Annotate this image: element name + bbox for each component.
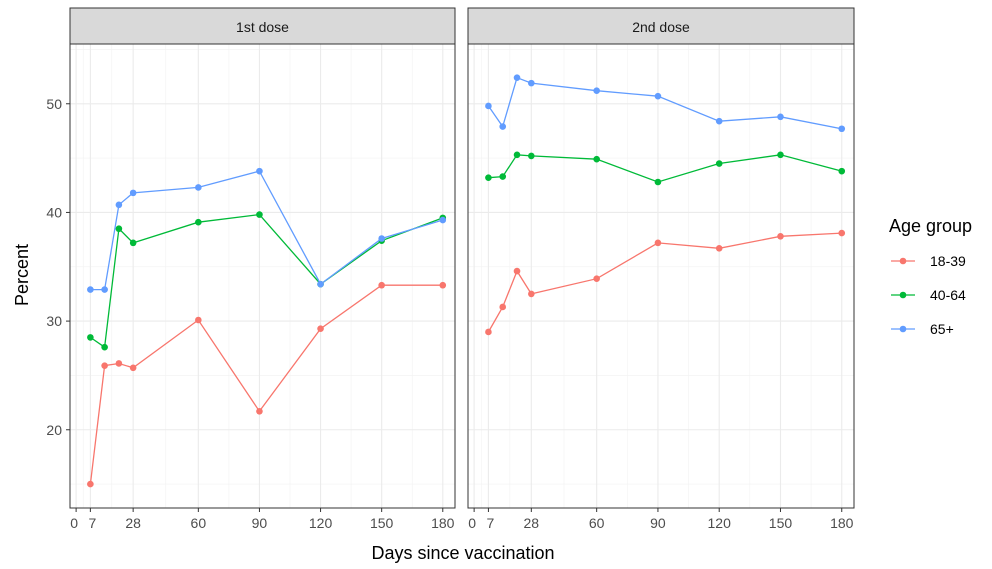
x-tick-label: 180 [431,515,455,531]
data-point-65+ [87,286,94,293]
data-point-65+ [195,184,202,191]
data-point-65+ [317,280,324,288]
x-tick-label: 60 [589,515,605,531]
data-point-18-39 [499,303,507,311]
x-tick-label: 7 [487,515,495,531]
data-point-65+ [256,167,263,175]
data-point-40-64 [499,173,507,180]
legend-key-65+: 65+ [891,321,954,337]
x-tick-label: 150 [370,515,394,531]
data-point-18-39 [654,239,662,247]
y-axis-title: Percent [12,244,32,306]
y-tick-label: 40 [46,204,62,220]
legend-label: 18-39 [930,253,966,269]
legend-key-point [899,291,907,299]
panel-border [467,43,855,509]
x-tick-label: 90 [650,515,666,531]
panel-2: 2nd dose 0 7 28 60 90 120 150 180 [467,7,855,531]
data-point-65+ [485,102,492,110]
legend: Age group 18-39 40-64 65+ [889,216,972,337]
data-point-40-64 [129,239,137,247]
data-point-18-39 [715,244,723,252]
data-point-18-39 [777,233,784,240]
strip-background [69,7,456,45]
legend-key-point [899,257,907,265]
legend-key-point [899,325,907,333]
data-point-18-39 [115,360,123,367]
data-point-40-64 [528,152,535,160]
data-point-18-39 [87,480,94,488]
data-point-65+ [129,189,137,197]
data-point-65+ [101,286,108,293]
data-point-65+ [499,123,507,130]
data-point-18-39 [129,364,137,372]
y-tick-label: 50 [46,96,62,112]
panel-1: 1st dose 0 7 28 60 90 120 150 180 20 30 40 50 [46,7,456,531]
data-point-40-64 [485,174,492,181]
legend-title: Age group [889,216,972,236]
data-point-40-64 [101,343,108,351]
data-point-65+ [528,79,535,87]
data-point-40-64 [513,151,521,159]
x-tick-label: 60 [191,515,207,531]
x-tick-label: 180 [830,515,854,531]
x-tick-label: 28 [125,515,141,531]
x-tick-label: 120 [309,515,333,531]
x-tick-label: 28 [524,515,540,531]
y-tick-label: 20 [46,422,62,438]
data-point-65+ [513,74,521,81]
data-point-40-64 [715,160,723,167]
legend-label: 65+ [930,321,954,337]
data-point-65+ [715,117,723,125]
panel-background [70,44,455,508]
data-point-40-64 [654,178,662,186]
strip-background [467,7,855,45]
data-point-65+ [777,113,784,121]
data-point-40-64 [593,155,600,163]
data-point-18-39 [195,316,202,324]
x-axis-title: Days since vaccination [371,543,554,563]
data-point-18-39 [593,275,600,283]
data-point-65+ [439,216,447,224]
legend-label: 40-64 [930,287,966,303]
panel-background [468,44,854,508]
data-point-40-64 [195,218,202,226]
y-tick-label: 30 [46,313,62,329]
data-point-40-64 [115,225,123,233]
x-tick-label: 0 [468,515,476,531]
panel-border [69,43,456,509]
data-point-18-39 [317,325,324,333]
strip-label: 2nd dose [632,19,690,35]
data-point-18-39 [378,281,385,289]
data-point-65+ [838,125,846,133]
data-point-65+ [378,235,385,242]
x-tick-label: 7 [88,515,96,531]
x-tick-label: 150 [769,515,793,531]
strip-label: 1st dose [236,19,289,35]
data-point-18-39 [256,407,263,415]
legend-key-18-39: 18-39 [891,253,966,269]
data-point-18-39 [528,290,535,298]
data-point-40-64 [256,211,263,218]
x-tick-label: 120 [708,515,732,531]
data-point-40-64 [87,334,94,341]
data-point-18-39 [439,281,447,289]
x-tick-label: 0 [70,515,78,531]
data-point-65+ [593,87,600,95]
data-point-40-64 [838,167,846,175]
data-point-40-64 [777,151,784,159]
data-point-18-39 [838,229,846,237]
data-point-65+ [115,201,123,209]
data-point-18-39 [513,267,521,275]
data-point-65+ [654,92,662,100]
data-point-18-39 [485,328,492,336]
data-point-18-39 [101,362,108,369]
legend-key-40-64: 40-64 [891,287,966,303]
x-tick-label: 90 [252,515,268,531]
